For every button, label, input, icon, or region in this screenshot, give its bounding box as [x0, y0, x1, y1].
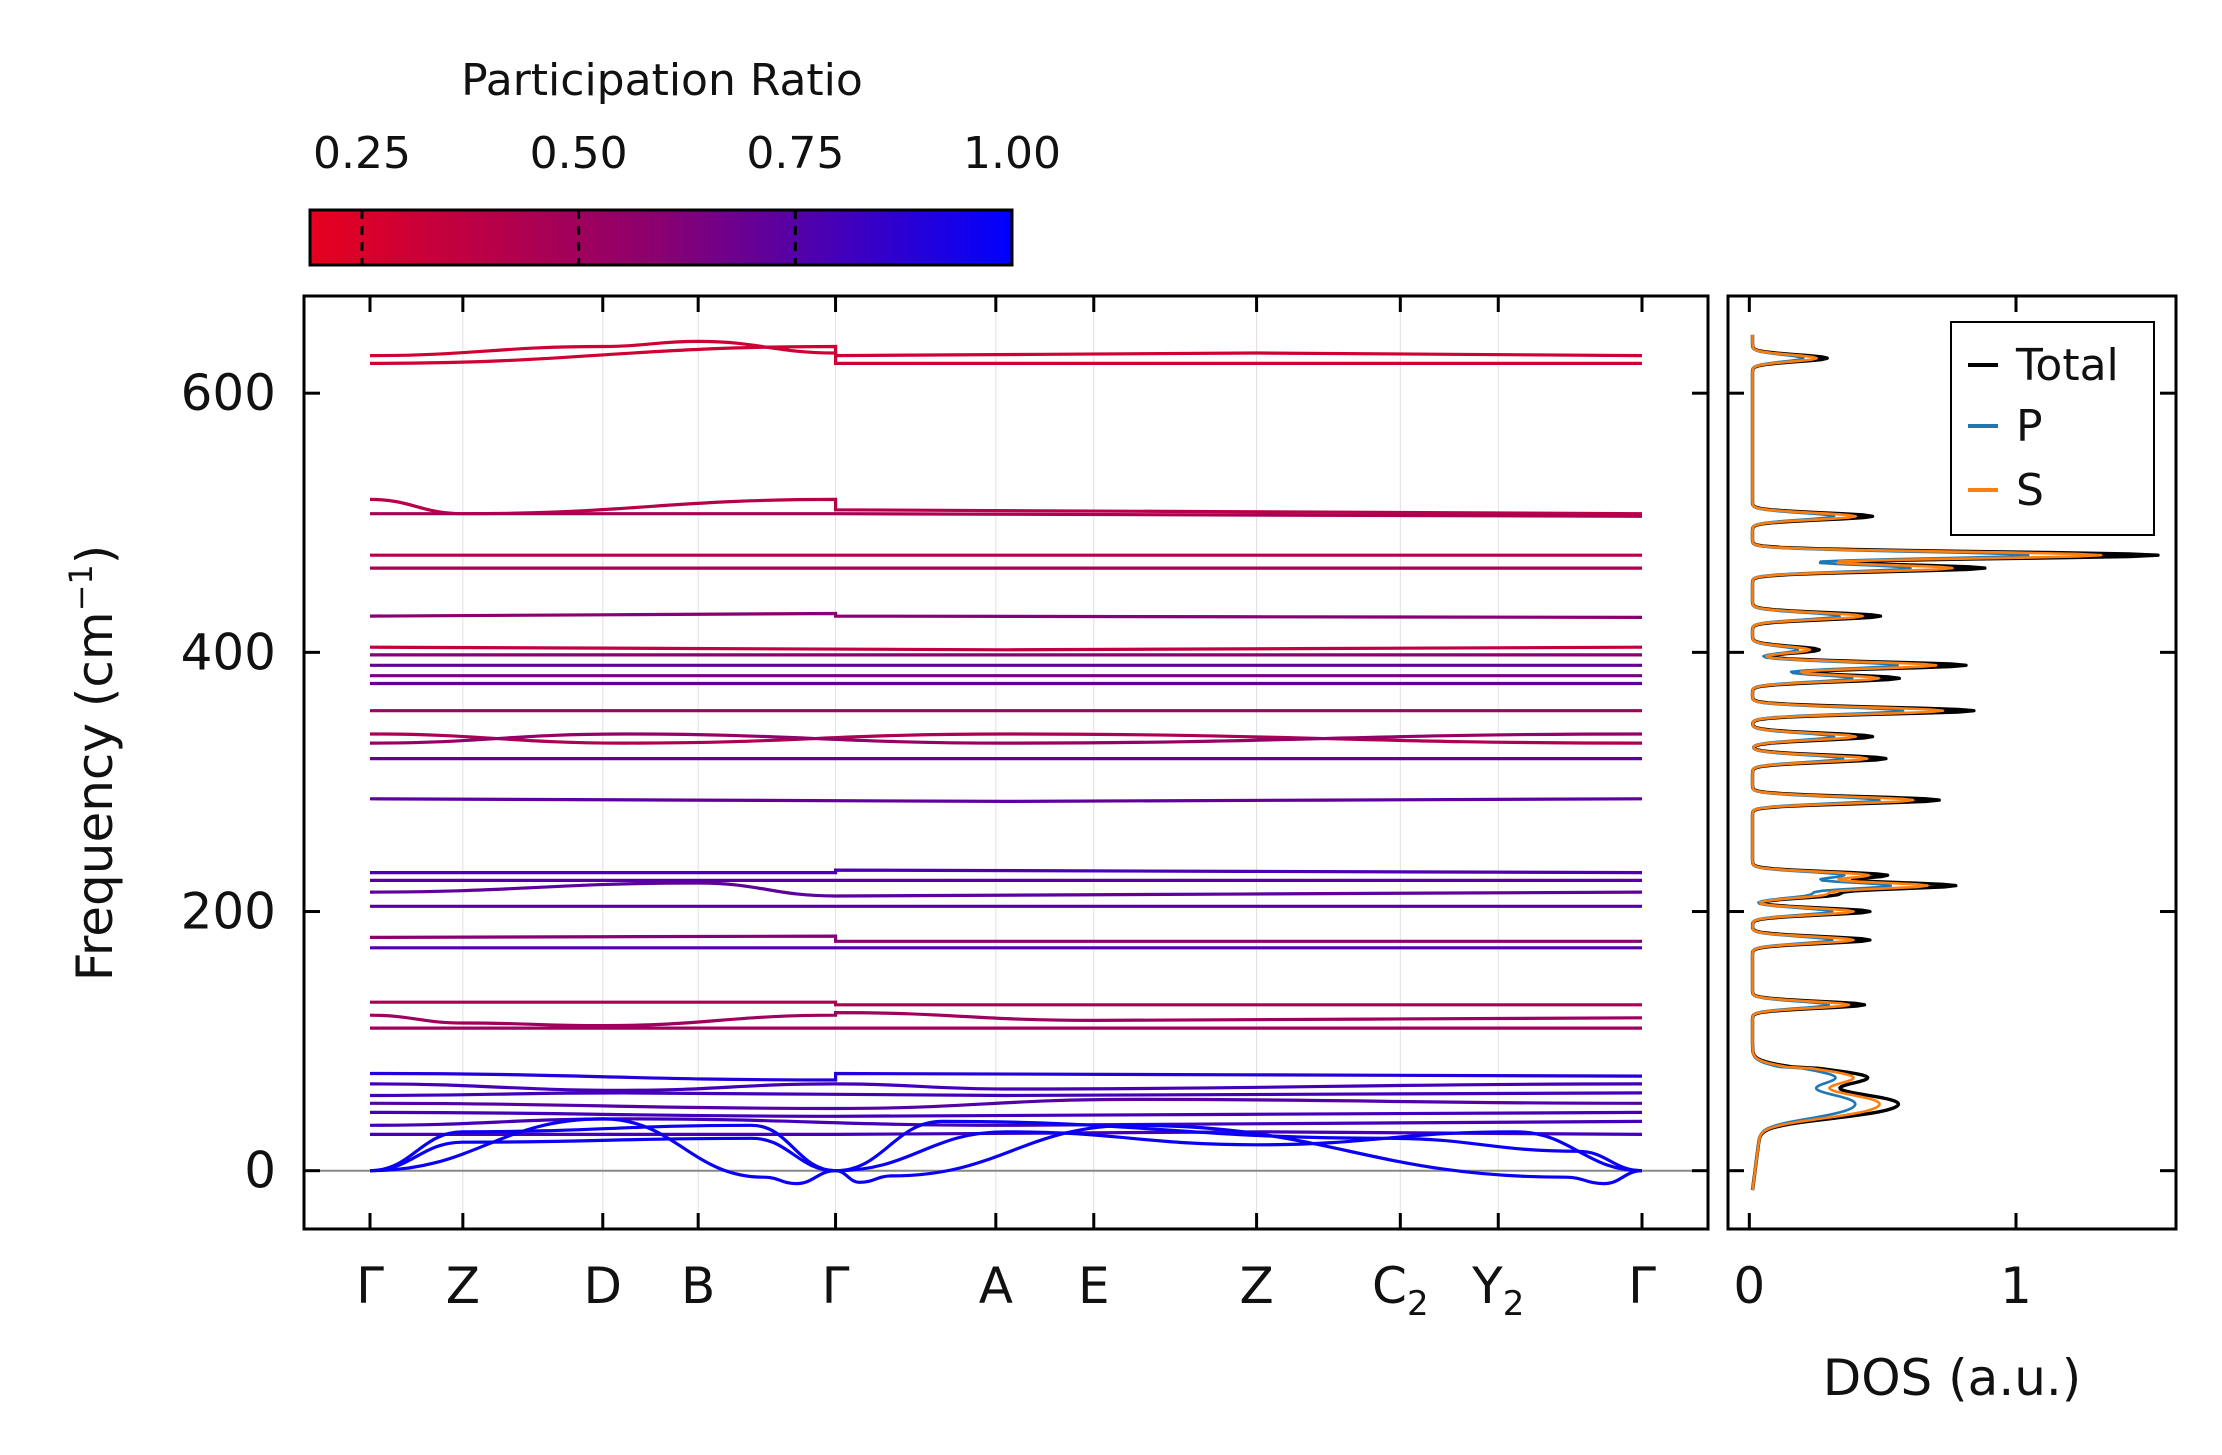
band-line: [369, 1097, 1643, 1111]
k-point-subscript: 2: [1503, 1284, 1525, 1324]
k-point-label: Z: [446, 1257, 480, 1315]
y-tick-label: 0: [244, 1142, 276, 1200]
band-structure-panel: 0 200 400 600 Γ Z D B Γ A E Z C2 Y2 Γ Frequency (cm−1…: [62, 294, 1710, 1324]
legend-label-total: Total: [2015, 340, 2119, 391]
colorbar-gradient: [308, 208, 1014, 267]
dos-axes-frame: [1726, 294, 2178, 1231]
band-line: [369, 339, 1643, 358]
k-point-label: C2: [1372, 1257, 1429, 1324]
band-line: [369, 1010, 1643, 1028]
colorbar-tick-labels: 0.25 0.50 0.75 1.00: [313, 128, 1061, 179]
band-line: [369, 1071, 1643, 1082]
band-line: [369, 1123, 1643, 1173]
dos-x-tick-label: 1: [2000, 1257, 2032, 1315]
colorbar-tick-label: 0.25: [313, 128, 411, 179]
dos-legend: Total P S: [1950, 321, 2155, 536]
band-line: [369, 934, 1642, 943]
colorbar-tick-label: 0.50: [530, 128, 628, 179]
band-line: [369, 344, 1642, 366]
colorbar-tick-label: 1.00: [963, 128, 1061, 179]
band-line: [369, 732, 1643, 745]
legend-label-p: P: [2016, 401, 2043, 452]
y-axis-label-superscript: −1: [62, 564, 100, 611]
band-line: [369, 1110, 1643, 1118]
k-point-label: Y2: [1471, 1257, 1524, 1324]
band-line: [369, 512, 1643, 518]
band-line: [369, 1091, 1643, 1098]
band-line: [369, 1082, 1643, 1092]
y-tick-label: 600: [181, 364, 276, 422]
band-line: [370, 1000, 1642, 1007]
band-y-ticks: 0 200 400 600: [181, 364, 1708, 1200]
k-point-label: D: [584, 1257, 623, 1315]
band-axes-frame: [302, 294, 1710, 1231]
band-lines: [369, 339, 1643, 1186]
y-axis-label-close: ): [66, 545, 124, 565]
dos-x-tick-label: 0: [1733, 1257, 1765, 1315]
dos-x-axis-label: DOS (a.u.): [1823, 1349, 2082, 1407]
k-point-label: A: [979, 1257, 1013, 1315]
colorbar-title: Participation Ratio: [461, 55, 863, 106]
k-point-label: Γ: [1628, 1257, 1656, 1315]
y-tick-label: 200: [181, 883, 276, 941]
kpoint-dividers: [462, 296, 1499, 1229]
k-point-label: Γ: [822, 1257, 850, 1315]
k-point-label: Z: [1239, 1257, 1273, 1315]
colorbar-tick-label: 0.75: [746, 128, 844, 179]
band-line: [369, 1119, 1643, 1173]
band-line: [370, 868, 1643, 875]
band-line: [369, 732, 1643, 745]
dos-line-s: [1751, 334, 2103, 1191]
y-axis-label: Frequency (cm−1): [62, 545, 124, 982]
band-line: [369, 645, 1643, 652]
band-line: [369, 497, 1643, 516]
legend-box: [1950, 321, 2155, 536]
k-point-label: B: [681, 1257, 715, 1315]
band-line: [369, 611, 1643, 619]
k-point-label: Γ: [356, 1257, 384, 1315]
y-axis-label-text: Frequency (cm: [66, 611, 124, 981]
legend-label-s: S: [2016, 465, 2044, 516]
band-line: [369, 797, 1643, 804]
band-line: [369, 881, 1643, 898]
band-line: [369, 1117, 1643, 1127]
k-point-label: E: [1078, 1257, 1110, 1315]
k-point-subscript: 2: [1407, 1284, 1429, 1324]
y-tick-label: 400: [181, 623, 276, 681]
band-line: [369, 1117, 1643, 1186]
colorbar: Participation Ratio 0.25 0.50 0.75 1.00: [308, 55, 1061, 267]
dos-lines: [1750, 334, 2160, 1191]
